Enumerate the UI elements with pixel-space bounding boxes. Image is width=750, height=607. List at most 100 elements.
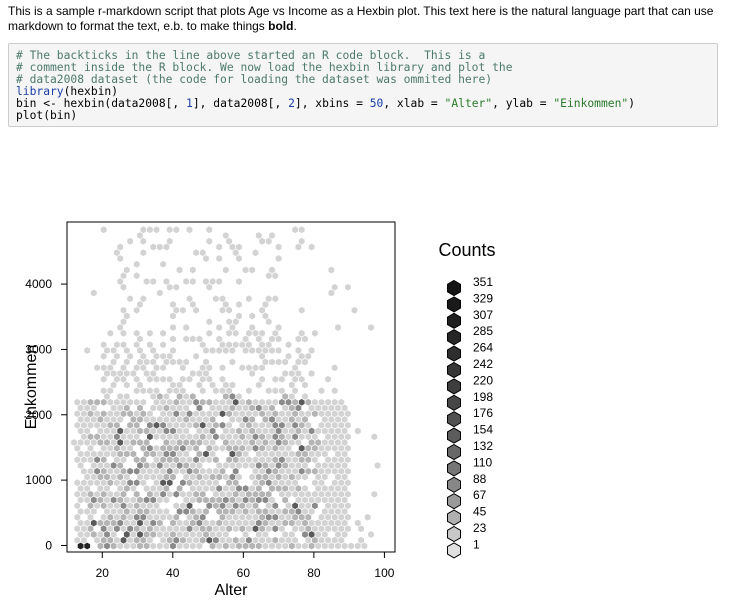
hexbin-cell bbox=[196, 473, 203, 481]
intro-paragraph: This is a sample r-markdown script that … bbox=[8, 4, 738, 34]
hexbin-cell bbox=[308, 450, 315, 458]
hexbin-cell bbox=[269, 335, 275, 343]
hexbin-cell bbox=[242, 485, 249, 492]
hexbin-cell bbox=[153, 352, 160, 360]
hexbin-cell bbox=[74, 479, 81, 487]
hexbin-cell bbox=[100, 479, 107, 487]
hexbin-cell bbox=[272, 456, 279, 464]
hexbin-cell bbox=[114, 341, 120, 349]
hexbin-cell bbox=[239, 456, 246, 464]
hexbin-cell bbox=[110, 496, 117, 504]
hexbin-cell bbox=[163, 416, 170, 423]
hexbin-cell bbox=[153, 421, 160, 429]
hexbin-cell bbox=[269, 519, 275, 527]
hexbin-cell bbox=[189, 462, 196, 469]
legend-label: 110 bbox=[473, 455, 492, 469]
hexbin-cell bbox=[242, 347, 249, 354]
hexbin-cell bbox=[81, 490, 87, 498]
hexbin-cell bbox=[196, 416, 203, 423]
hexbin-cell bbox=[87, 410, 94, 418]
hexbin-cell bbox=[133, 421, 140, 429]
hexbin-cell bbox=[226, 513, 232, 521]
hexbin-cell bbox=[133, 479, 140, 487]
hexbin-cell bbox=[318, 479, 325, 487]
hexbin-cell bbox=[298, 490, 305, 498]
hexbin-cell bbox=[252, 502, 259, 510]
hexbin-cell bbox=[229, 439, 236, 446]
hexbin-cell bbox=[209, 496, 216, 504]
hexbin-cell bbox=[156, 496, 163, 504]
hexbin-cell bbox=[104, 473, 110, 481]
hexbin-cell bbox=[180, 387, 186, 395]
hexbin-cell bbox=[252, 433, 259, 441]
hexbin-cell bbox=[203, 370, 209, 377]
hexbin-cell bbox=[114, 456, 120, 464]
hexbin-cell bbox=[308, 542, 315, 550]
hexbin-cell bbox=[127, 237, 133, 245]
hexbin-cell bbox=[255, 519, 262, 527]
hexbin-cell bbox=[147, 375, 153, 383]
hexbin-cell bbox=[100, 433, 107, 441]
hexbin-cell bbox=[255, 427, 262, 435]
hexbin-cell bbox=[100, 375, 107, 383]
hexbin-cell bbox=[315, 542, 322, 550]
hexbin-cell bbox=[173, 444, 180, 452]
hexbin-cell bbox=[325, 490, 331, 498]
hexbin-cell bbox=[147, 329, 153, 337]
hexbin-cell bbox=[163, 531, 170, 538]
hexbin-cell bbox=[156, 508, 163, 515]
hexbin-cell bbox=[321, 519, 328, 527]
hexbin-cell bbox=[335, 416, 341, 423]
hexbin-cell bbox=[229, 462, 236, 469]
hexbin-cell bbox=[325, 410, 331, 418]
hexbin-cell bbox=[236, 508, 242, 515]
hexbin-cell bbox=[219, 525, 226, 533]
hexbin-cell bbox=[242, 496, 249, 504]
hexbin-cell bbox=[110, 347, 117, 354]
hexbin-cell bbox=[127, 421, 133, 429]
hexbin-cell bbox=[127, 398, 133, 406]
hexbin-cell bbox=[318, 490, 325, 498]
hexbin-cell bbox=[249, 312, 256, 320]
hexbin-cell bbox=[331, 513, 338, 521]
hexbin-cell bbox=[199, 433, 206, 441]
hexbin-cell bbox=[156, 404, 163, 412]
hexbin-cell bbox=[305, 433, 312, 441]
hexbin-cell bbox=[117, 370, 124, 377]
hexbin-cell bbox=[292, 387, 298, 395]
hexbin-cell bbox=[312, 398, 318, 406]
hexbin-cell bbox=[120, 444, 127, 452]
hexbin-cell bbox=[255, 473, 262, 481]
hexbin-cell bbox=[229, 473, 236, 481]
hexbin-cell bbox=[222, 381, 229, 389]
hexbin-cell bbox=[341, 439, 348, 446]
hexbin-cell bbox=[193, 433, 199, 441]
hexbin-cell bbox=[77, 542, 84, 550]
hexbin-cell bbox=[232, 467, 239, 475]
legend-hex bbox=[447, 345, 461, 362]
hexbin-cell bbox=[292, 467, 298, 475]
hexbin-cell bbox=[315, 496, 322, 504]
hexbin-cell bbox=[341, 496, 348, 504]
hexbin-cell bbox=[345, 421, 351, 429]
hexbin-cell bbox=[285, 433, 292, 441]
hexbin-cell bbox=[229, 358, 236, 366]
hexbin-cell bbox=[196, 427, 203, 435]
hexbin-cell bbox=[249, 542, 256, 550]
hexbin-cell bbox=[229, 381, 236, 389]
hexbin-cell bbox=[81, 398, 87, 406]
hexbin-cell bbox=[318, 444, 325, 452]
legend-label: 154 bbox=[473, 423, 493, 437]
hexbin-cell bbox=[71, 439, 77, 446]
hexbin-cell bbox=[153, 444, 160, 452]
hexbin-cell bbox=[206, 364, 213, 372]
hexbin-cell bbox=[120, 318, 127, 326]
hexbin-cell bbox=[236, 243, 242, 251]
hexbin-cell bbox=[110, 404, 117, 412]
hexbin-cell bbox=[81, 479, 87, 487]
hexbin-cell bbox=[275, 473, 282, 481]
hexbin-cell bbox=[87, 398, 94, 406]
hexbin-cell bbox=[189, 278, 196, 285]
hexbin-cell bbox=[232, 502, 239, 510]
hexbin-cell bbox=[160, 341, 166, 349]
